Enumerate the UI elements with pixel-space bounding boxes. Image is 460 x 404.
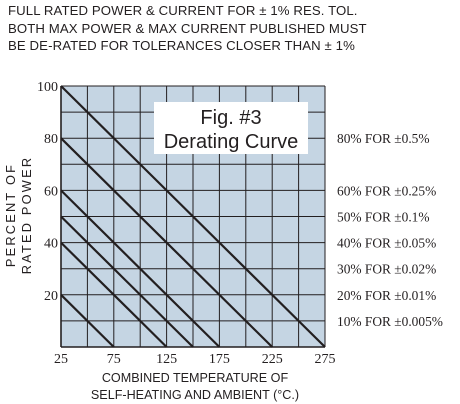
x-tick-label: 125 <box>156 352 177 367</box>
y-tick-label: 100 <box>37 80 58 95</box>
figure-number: Fig. #3 <box>200 107 261 129</box>
figure-title-box <box>154 102 308 154</box>
header-line-3: BE DE-RATED FOR TOLERANCES CLOSER THAN ±… <box>8 38 355 53</box>
derating-line-3 <box>60 189 221 348</box>
x-axis-label-line-1: COMBINED TEMPERATURE OF <box>102 371 289 385</box>
header-line-2: BOTH MAX POWER & MAX CURRENT PUBLISHED M… <box>8 20 367 36</box>
series-label-4: 40% FOR ±0.05% <box>337 236 436 251</box>
derating-line-6 <box>60 294 115 348</box>
y-axis-label-line-2: RATED POWER <box>19 156 34 275</box>
y-axis-label-line-1: PERCENT OF <box>3 163 18 267</box>
series-label-7: 10% FOR ±0.005% <box>337 314 443 329</box>
series-label-2: 60% FOR ±0.25% <box>337 183 436 198</box>
y-tick-label: 20 <box>44 289 58 304</box>
header-note: FULL RATED POWER & CURRENT FOR ± 1% RES.… <box>8 2 458 55</box>
y-tick-label: 40 <box>44 237 58 252</box>
series-label-5: 30% FOR ±0.02% <box>337 262 436 277</box>
y-tick-label: 60 <box>44 184 58 199</box>
y-tick-label: 80 <box>44 132 58 147</box>
x-axis-label-line-2: SELF-HEATING AND AMBIENT (°C.) <box>91 388 299 402</box>
series-label-1: 80% FOR ±0.5% <box>337 131 430 146</box>
derating-line-4 <box>60 215 194 348</box>
x-tick-label: 25 <box>54 352 68 367</box>
figure-title: Derating Curve <box>164 131 299 153</box>
x-tick-label: 275 <box>315 352 336 367</box>
derating-line-5 <box>60 241 168 348</box>
x-tick-label: 75 <box>107 352 121 367</box>
derating-line-2 <box>60 137 273 348</box>
series-label-3: 50% FOR ±0.1% <box>337 210 430 225</box>
header-line-1: FULL RATED POWER & CURRENT FOR ± 1% RES.… <box>8 3 358 18</box>
series-label-6: 20% FOR ±0.01% <box>337 288 436 303</box>
derating-line-1 <box>60 85 326 348</box>
x-tick-label: 225 <box>262 352 283 367</box>
x-tick-label: 175 <box>209 352 230 367</box>
